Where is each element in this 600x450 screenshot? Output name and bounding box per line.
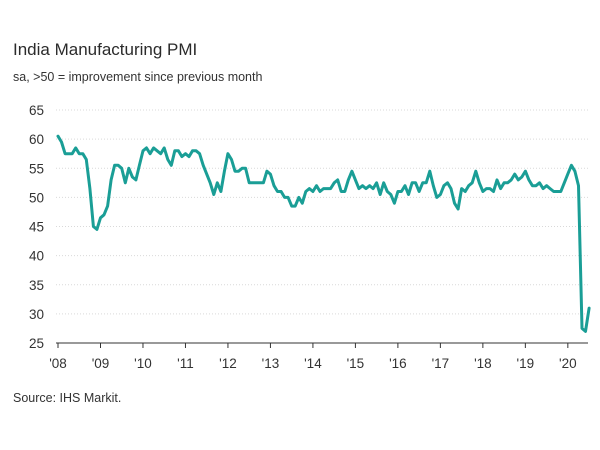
- y-tick-label: 25: [29, 336, 44, 351]
- x-tick-label: '18: [474, 356, 492, 371]
- chart-subtitle: sa, >50 = improvement since previous mon…: [13, 70, 263, 84]
- x-axis-ticks: '08 '09 '10 '11 '12 '13 '14 '15 '16 '17 '18 '19 '20: [49, 343, 577, 371]
- x-tick-label: '15: [347, 356, 365, 371]
- chart-title: India Manufacturing PMI: [13, 40, 198, 59]
- pmi-series-line: [56, 134, 591, 333]
- x-tick-label: '16: [389, 356, 407, 371]
- x-tick-label: '09: [92, 356, 110, 371]
- x-tick-label: '17: [432, 356, 450, 371]
- gridlines: [56, 109, 588, 315]
- y-tick-label: 60: [29, 132, 44, 147]
- x-tick-label: '14: [304, 356, 322, 371]
- x-tick-label: '20: [559, 356, 577, 371]
- y-tick-label: 45: [29, 220, 44, 235]
- x-tick-label: '13: [262, 356, 280, 371]
- y-tick-label: 65: [29, 103, 44, 118]
- x-tick-label: '10: [134, 356, 152, 371]
- x-tick-label: '19: [517, 356, 535, 371]
- y-tick-label: 55: [29, 161, 44, 176]
- x-tick-label: '11: [177, 356, 194, 371]
- y-tick-label: 40: [29, 249, 44, 264]
- y-tick-label: 50: [29, 190, 44, 205]
- y-tick-label: 30: [29, 307, 44, 322]
- x-tick-label: '08: [49, 356, 67, 371]
- chart-source: Source: IHS Markit.: [13, 391, 122, 405]
- x-tick-label: '12: [219, 356, 237, 371]
- y-tick-label: 35: [29, 278, 44, 293]
- y-axis-ticks: 65 60 55 50 45 40 35 30 25: [29, 103, 44, 351]
